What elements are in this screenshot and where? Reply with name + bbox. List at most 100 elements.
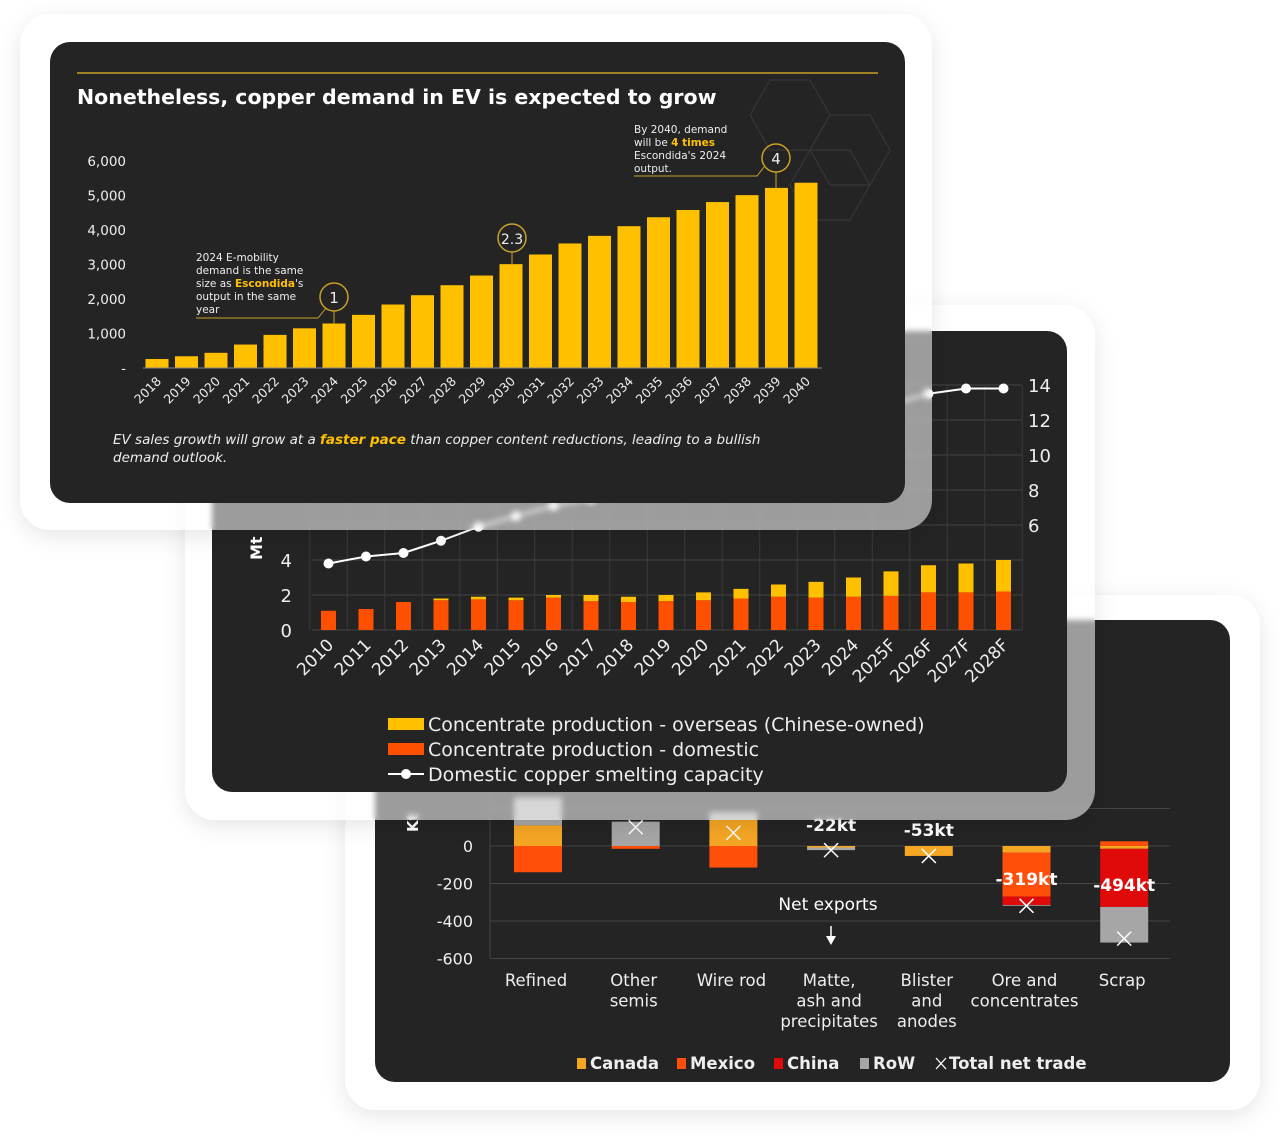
bar-domestic-2028F [996,591,1011,630]
bar-overseas-2013 [433,598,449,601]
y-tick-label-right: 12 [1028,411,1051,432]
x-tick-label: 2019 [631,635,676,680]
total-net-trade-marker [1116,931,1132,947]
y-tick-label: 2,000 [87,292,126,308]
y-tick-label: 1,000 [87,327,126,343]
legend-label-domestic: Concentrate production - domestic [428,739,759,761]
bar-2028 [440,285,464,368]
x-tick-label: 2018 [593,635,638,680]
bar-overseas-2028F [996,560,1011,592]
chart-title: Nonetheless, copper demand in EV is expe… [77,85,717,109]
y-tick-label-right: 14 [1028,376,1051,397]
category-label: Ore and [992,971,1058,990]
svg-text:output in the same: output in the same [196,291,296,303]
x-tick-label: 2013 [406,635,451,680]
category-label: and [911,992,942,1011]
x-tick-label: 2021 [220,374,253,407]
bar-2025 [352,314,375,368]
bar-domestic-2019 [658,601,674,630]
bar-2029 [470,275,493,368]
category-label: Blister [901,971,954,990]
x-tick-label: 2040 [780,373,813,406]
svg-text:year: year [196,304,220,316]
bar-overseas-2016 [546,595,561,598]
y-tick-label: 2 [281,586,292,607]
legend-label-row: RoW [873,1054,915,1073]
bar-mexico-refined [514,846,562,873]
bar-2031 [529,254,552,368]
bar-overseas-2022 [771,584,786,597]
caption-line-2: demand outlook. [113,450,227,466]
badge-1: 1 [329,289,339,307]
bar-china-ore and-concentrates [1002,896,1051,906]
x-tick-label: 2024 [308,373,341,406]
bar-2039 [765,187,788,368]
svg-text:output.: output. [634,163,672,175]
x-tick-label: 2020 [668,635,713,680]
bar-2037 [706,202,729,368]
category-label: semis [610,992,658,1011]
legend: Concentrate production - overseas (Chine… [388,714,925,786]
x-tick-label: 2010 [293,635,338,680]
total-net-trade-marker [725,825,741,841]
net-exports-annotation: Net exports [778,895,877,915]
y-tick-label: 4 [281,551,292,572]
capacity-point-2028F [998,383,1009,394]
bar-2033 [588,235,611,368]
x-tick-label: 2035 [633,374,666,407]
y-tick-label: 6,000 [87,154,126,170]
x-tick-label: 2022 [249,374,282,407]
x-tick-label: 2023 [279,374,312,407]
bar-2018 [145,359,169,368]
capacity-point-2011 [361,551,371,562]
annotation-2040: By 2040, demand will be 4 times Escondid… [634,124,791,189]
x-tick-label: 2014 [443,635,488,680]
bar-2034 [617,226,641,368]
legend-label-canada: Canada [590,1054,659,1073]
bar-overseas-2024 [846,577,861,597]
legend-label-capacity: Domestic copper smelting capacity [428,764,764,786]
bar-mexico-wire rod [709,846,758,868]
x-tick-label: 2036 [662,373,695,406]
bar-mexico-other-semis [611,846,660,849]
legend-swatch-china [774,1058,783,1069]
bar-overseas-2020 [696,592,711,601]
bar-2032 [558,243,582,368]
bar-domestic-2025F [883,595,899,630]
hexagon-decoration [749,79,891,221]
legend-swatch-row [860,1058,869,1069]
bar-domestic-2015 [508,600,524,630]
y-tick-label-right: 6 [1028,516,1039,537]
x-tick-label: 2025 [338,374,371,407]
x-tick-label: 2031 [515,374,548,407]
bar-domestic-2022 [771,596,786,630]
y-tick-label: 3,000 [87,258,126,274]
bar-overseas-2023 [808,581,824,598]
bar-2038 [735,195,759,368]
y-tick-label-right: 8 [1028,481,1039,502]
y-tick-label: -600 [437,950,473,969]
y-tick-label: -200 [437,875,473,894]
badge-4: 4 [771,150,781,168]
bar-domestic-2018 [621,602,636,630]
bar-2020 [204,352,228,368]
y-axis-label: Mt [247,536,266,560]
bar-mexico-ore and-concentrates [1002,852,1051,897]
ev-demand-card: Nonetheless, copper demand in EV is expe… [50,42,905,503]
category-label: anodes [897,1012,957,1031]
bar-domestic-2024 [846,596,861,630]
bar-domestic-2011 [358,609,374,630]
bar-2021 [234,344,257,368]
x-tick-label: 2027 [397,374,430,407]
x-tick-label: 2039 [751,373,784,406]
badge-2-3: 2.3 [501,232,523,248]
category-label: Matte, [803,971,856,990]
bar-overseas-2019 [658,595,674,602]
value-label: -319kt [996,870,1058,890]
bar-domestic-2012 [396,602,411,630]
x-tick-label: 2011 [331,635,376,680]
total-net-trade-marker [921,848,937,864]
x-tick-label: 2018 [131,373,164,406]
capacity-point-2027F [961,383,971,394]
x-tick-label: 2026 [367,373,400,406]
